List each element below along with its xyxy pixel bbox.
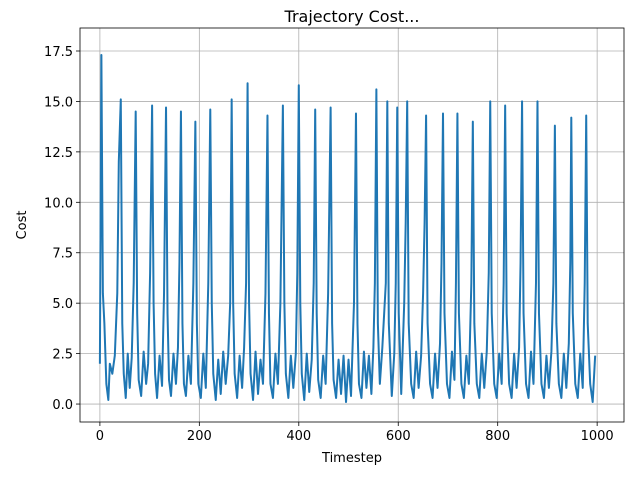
y-tick-label: 15.0 <box>44 95 73 110</box>
y-tick-label: 10.0 <box>44 196 73 211</box>
x-tick-label: 1000 <box>581 429 614 444</box>
y-tick-label: 12.5 <box>44 146 73 161</box>
chart-title: Trajectory Cost... <box>284 7 420 26</box>
plot-area <box>98 54 597 404</box>
y-tick-label: 0.0 <box>52 398 73 413</box>
y-tick-label: 7.5 <box>52 247 73 262</box>
x-axis-label: Timestep <box>321 451 382 466</box>
y-tick-label: 5.0 <box>52 297 73 312</box>
y-tick-label: 2.5 <box>52 348 73 363</box>
grid <box>80 28 624 422</box>
x-tick-label: 0 <box>96 429 104 444</box>
axes-frame <box>79 27 625 423</box>
data-line <box>98 54 597 404</box>
x-tick-label: 400 <box>286 429 311 444</box>
x-tick-label: 800 <box>485 429 510 444</box>
y-axis-label: Cost <box>15 211 30 240</box>
x-tick-label: 200 <box>187 429 212 444</box>
x-tick-label: 600 <box>386 429 411 444</box>
y-tick-label: 17.5 <box>44 45 73 60</box>
